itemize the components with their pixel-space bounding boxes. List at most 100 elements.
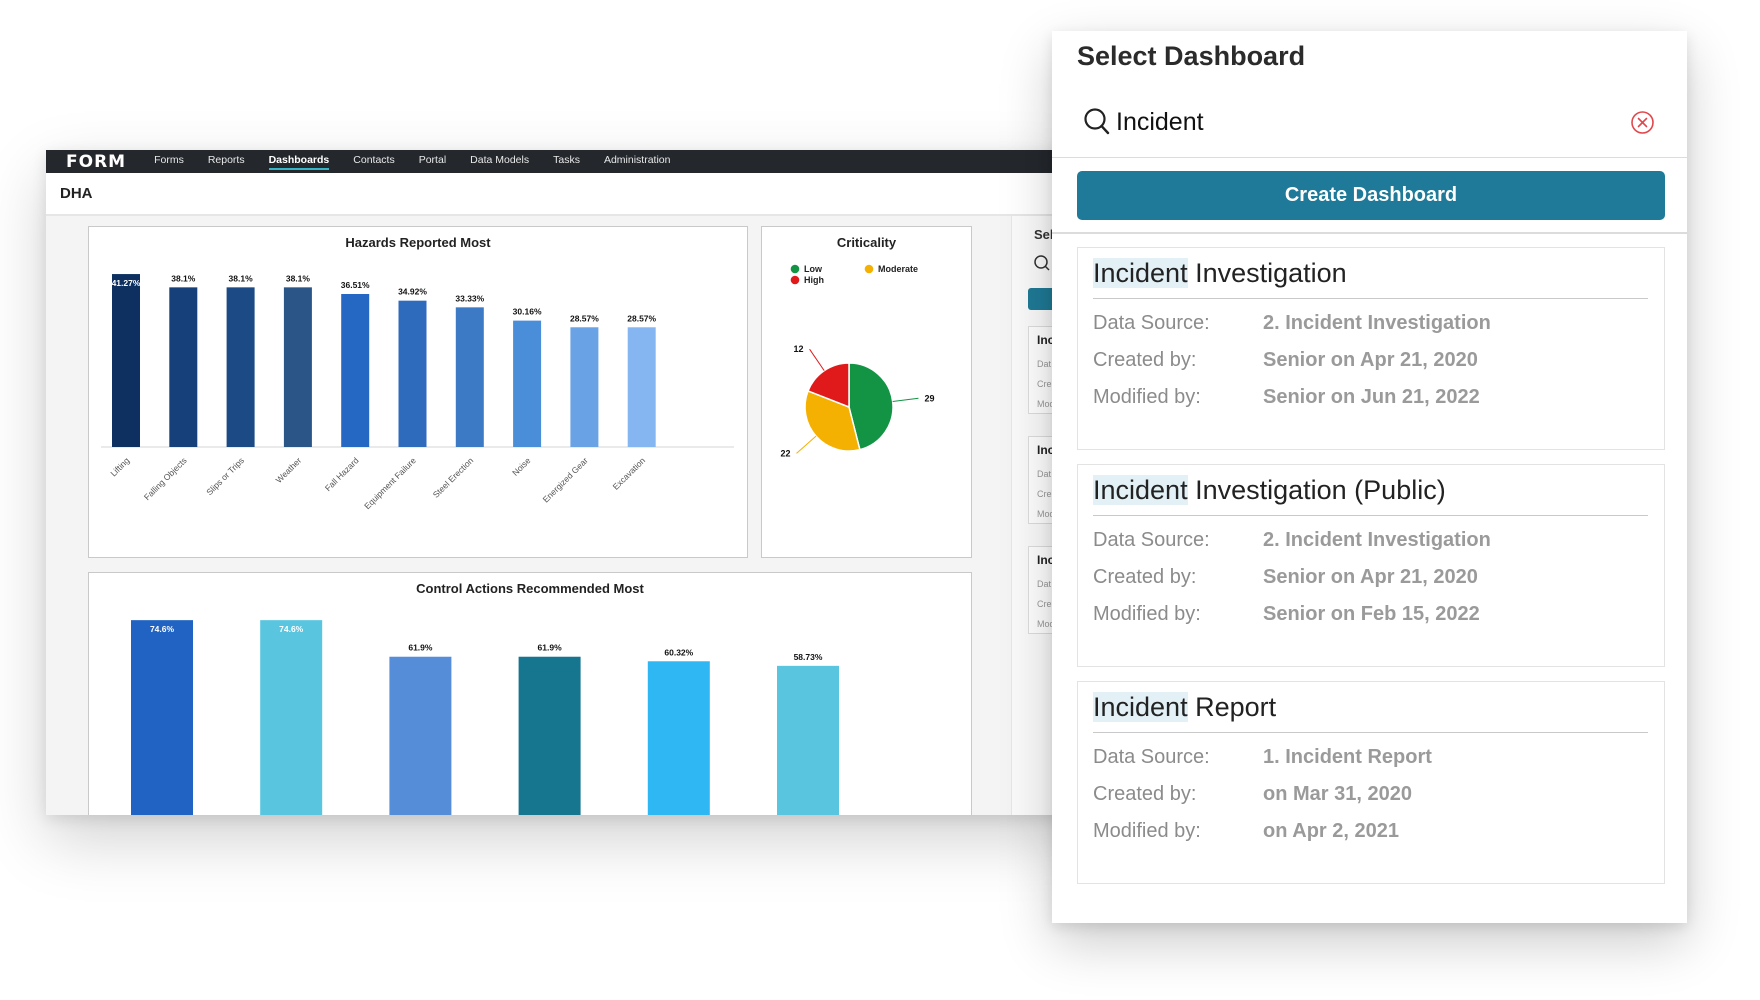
pie-slice	[807, 362, 850, 409]
divider	[1052, 232, 1687, 234]
legend-label: Moderate	[878, 264, 918, 274]
data-source-value: 1. Incident Report	[1263, 746, 1432, 768]
created-by-label: Created by:	[1093, 349, 1197, 371]
control-action-bar	[777, 665, 839, 815]
category-tick-label: Lifting	[108, 455, 131, 478]
dashboard-canvas: 41.27% Lifting 38.1% Falling Objects 38.1% Sl…	[46, 216, 1011, 815]
nav-portal[interactable]: Portal	[418, 153, 447, 166]
strip-card-line: Mod	[1037, 399, 1055, 409]
category-tick-label: Equipment Failure	[362, 455, 418, 511]
nav-administration[interactable]: Administration	[603, 153, 671, 166]
modified-by-row: Modified by: on Apr 2, 2021	[1093, 820, 1653, 850]
category-tick-label: Steel Erection	[431, 455, 476, 500]
hazard-bar	[226, 287, 255, 447]
hazard-bar	[627, 327, 656, 447]
control-actions-panel: 74.6% 74.6% 61.9% 61.9% 60.32% 58.73% Control…	[88, 572, 972, 815]
strip-card-line: Cre	[1037, 489, 1052, 499]
strip-card-line: Mod	[1037, 619, 1055, 629]
result-title-rest: Investigation (Public)	[1187, 475, 1446, 505]
bar-value-label: 41.27%	[112, 278, 141, 288]
bar-value-label: 36.51%	[341, 280, 370, 290]
pie-leader-line	[809, 348, 825, 371]
hazard-bar	[513, 320, 542, 447]
hazards-chart-panel: 41.27% Lifting 38.1% Falling Objects 38.1% Sl…	[88, 226, 748, 558]
result-title: Incident Report	[1093, 692, 1648, 733]
data-source-label: Data Source:	[1093, 746, 1210, 768]
bar-value-label: 61.9%	[408, 643, 433, 653]
bar-value-label: 38.1%	[171, 273, 196, 283]
search-icon	[1034, 255, 1050, 271]
control-action-bar	[131, 620, 193, 815]
dashboard-result-card[interactable]: Incident Investigation (Public) Data Sou…	[1077, 464, 1665, 667]
nav-tasks[interactable]: Tasks	[553, 153, 580, 166]
dashboard-result-card[interactable]: Incident Investigation Data Source: 2. In…	[1077, 247, 1665, 450]
strip-card-line: Dat	[1037, 359, 1052, 369]
bar-value-label: 30.16%	[513, 307, 542, 317]
clear-search-icon[interactable]	[1630, 110, 1655, 135]
bar-value-label: 33.33%	[455, 293, 484, 303]
page-header: DHA	[46, 173, 1086, 216]
bar-value-label: 74.6%	[279, 624, 304, 634]
hazards-bar-chart: 41.27% Lifting 38.1% Falling Objects 38.1% Sl…	[101, 273, 734, 511]
form-logo: FORM	[66, 151, 127, 172]
bar-value-label: 34.92%	[398, 287, 427, 297]
search-highlight: Incident	[1093, 692, 1188, 722]
page-title: DHA	[60, 185, 93, 202]
category-tick-label: Energized Gear	[541, 455, 590, 504]
category-tick-label: Slips or Trips	[204, 455, 246, 497]
bar-value-label: 74.6%	[150, 624, 175, 634]
control-actions-bar-chart: 74.6% 74.6% 61.9% 61.9% 60.32% 58.73%	[131, 620, 839, 815]
modal-title: Select Dashboard	[1077, 41, 1306, 71]
modified-by-label: Modified by:	[1093, 820, 1201, 842]
created-by-value: on Mar 31, 2020	[1263, 783, 1412, 805]
control-action-bar	[389, 656, 452, 815]
result-title-rest: Investigation	[1187, 258, 1347, 288]
legend-marker	[790, 275, 800, 285]
results-list: Incident Investigation Data Source: 2. In…	[1077, 247, 1665, 898]
bar-value-label: 38.1%	[229, 273, 254, 283]
dashboard-result-card[interactable]: Incident Report Data Source: 1. Incident …	[1077, 681, 1665, 884]
nav-data-models[interactable]: Data Models	[470, 153, 530, 166]
created-by-value: Senior on Apr 21, 2020	[1263, 349, 1478, 371]
control-action-bar	[518, 656, 581, 815]
modified-by-label: Modified by:	[1093, 603, 1201, 625]
result-title: Incident Investigation (Public)	[1093, 475, 1648, 516]
created-by-value: Senior on Apr 21, 2020	[1263, 566, 1478, 588]
strip-card-title: Inc	[1037, 333, 1055, 347]
pie-value-label: 12	[794, 344, 804, 354]
search-input[interactable]	[1116, 102, 1636, 142]
pie-leader-line	[892, 397, 919, 403]
modified-by-label: Modified by:	[1093, 386, 1201, 408]
category-tick-label: Excavation	[611, 455, 648, 492]
control-action-bar	[647, 661, 710, 815]
category-tick-label: Weather	[274, 455, 304, 485]
result-title: Incident Investigation	[1093, 258, 1648, 299]
nav-forms[interactable]: Forms	[154, 153, 184, 166]
legend-label: High	[804, 275, 824, 285]
legend-marker	[864, 264, 874, 274]
nav-contacts[interactable]: Contacts	[353, 153, 395, 166]
hazard-bar	[570, 327, 599, 447]
bar-value-label: 28.57%	[570, 313, 599, 323]
strip-card-title: Inc	[1037, 443, 1055, 457]
created-by-row: Created by: Senior on Apr 21, 2020	[1093, 566, 1653, 596]
nav-dashboards[interactable]: Dashboards	[268, 154, 330, 170]
search-highlight: Incident	[1093, 475, 1188, 505]
hazard-bar	[112, 274, 140, 447]
pie-leader-line	[796, 435, 817, 454]
modified-by-row: Modified by: Senior on Feb 15, 2022	[1093, 603, 1653, 633]
legend-marker	[790, 264, 800, 274]
created-by-row: Created by: Senior on Apr 21, 2020	[1093, 349, 1653, 379]
bar-value-label: 58.73%	[794, 652, 823, 662]
create-dashboard-button[interactable]: Create Dashboard	[1077, 171, 1665, 220]
criticality-chart-panel: Low Moderate High 29 22 12 Criticality	[761, 226, 972, 558]
hazard-bar	[169, 287, 198, 447]
control-action-bar	[260, 620, 323, 815]
control-actions-title: Control Actions Recommended Most	[416, 581, 644, 596]
modified-by-row: Modified by: Senior on Jun 21, 2022	[1093, 386, 1653, 416]
search-highlight: Incident	[1093, 258, 1188, 288]
data-source-row: Data Source: 1. Incident Report	[1093, 746, 1653, 776]
dashboard-window: FORM Forms Reports Dashboards Contacts P…	[46, 150, 1086, 815]
nav-reports[interactable]: Reports	[207, 153, 245, 166]
